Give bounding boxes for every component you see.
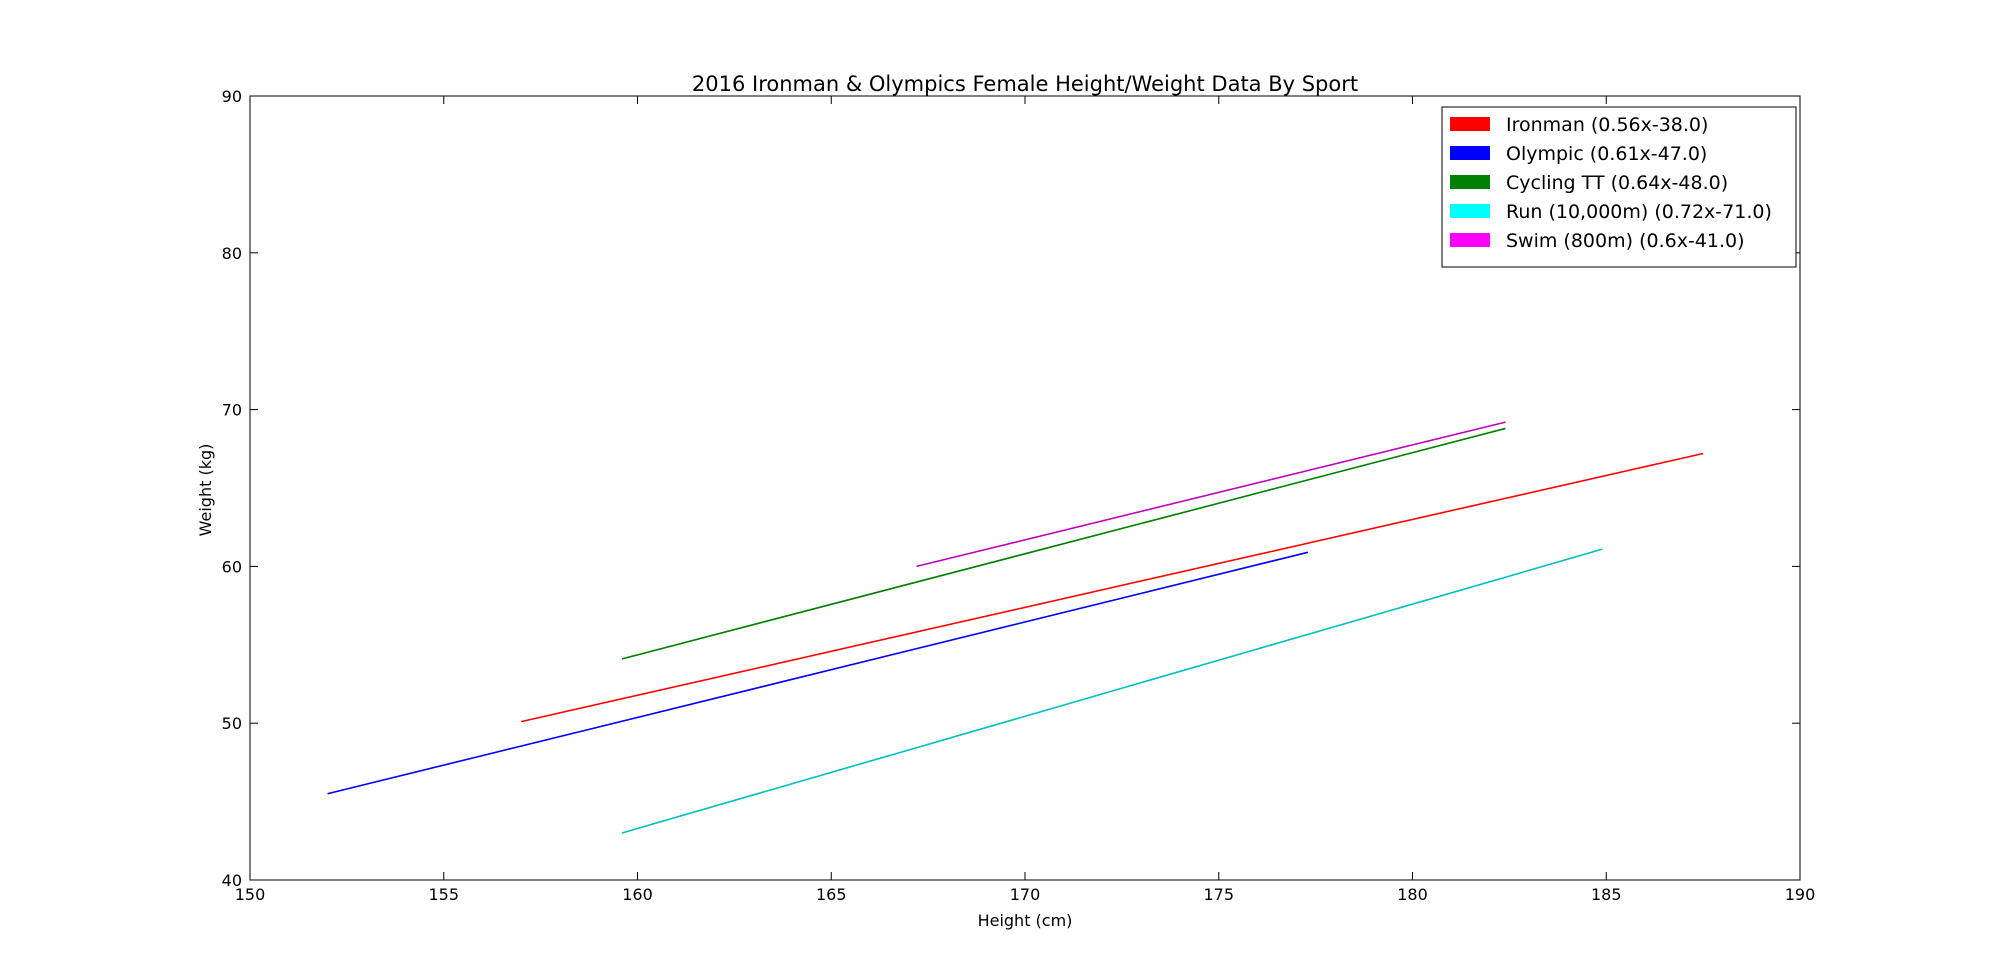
legend-swatch: [1450, 175, 1490, 189]
y-tick-label: 80: [222, 244, 242, 263]
y-tick-label: 70: [222, 401, 242, 420]
x-tick-label: 150: [235, 885, 266, 904]
legend-swatch: [1450, 117, 1490, 131]
x-tick-label: 175: [1203, 885, 1234, 904]
legend-label: Cycling TT (0.64x-48.0): [1506, 172, 1728, 194]
y-axis-label: Weight (kg): [196, 444, 215, 537]
legend-label: Run (10,000m) (0.72x-71.0): [1506, 201, 1772, 223]
y-tick-label: 40: [222, 871, 242, 890]
x-tick-label: 190: [1785, 885, 1816, 904]
chart-title: 2016 Ironman & Olympics Female Height/We…: [692, 72, 1358, 96]
legend-box: [1441, 106, 1797, 268]
legend: Ironman (0.56x-38.0) Olympic (0.61x-47.0)…: [1441, 106, 1797, 268]
series-line: [621, 548, 1603, 834]
x-axis-label: Height (cm): [978, 911, 1073, 930]
legend-swatch: [1450, 204, 1490, 218]
series-line: [327, 551, 1309, 795]
y-tick-label: 90: [222, 87, 242, 106]
legend-swatch: [1450, 233, 1490, 247]
legend-label: Olympic (0.61x-47.0): [1506, 143, 1707, 165]
x-tick-label: 165: [816, 885, 847, 904]
x-tick-label: 180: [1397, 885, 1428, 904]
x-tick-label: 160: [622, 885, 653, 904]
y-tick-label: 60: [222, 557, 242, 576]
x-tick-label: 185: [1591, 885, 1622, 904]
series-line: [521, 452, 1704, 723]
series-line: [621, 427, 1506, 660]
y-tick-label: 50: [222, 714, 242, 733]
legend-label: Ironman (0.56x-38.0): [1506, 114, 1708, 136]
legend-label: Swim (800m) (0.6x-41.0): [1506, 230, 1745, 252]
legend-swatch: [1450, 146, 1490, 160]
series-line: [916, 421, 1506, 568]
x-tick-label: 155: [428, 885, 459, 904]
x-tick-label: 170: [1010, 885, 1041, 904]
